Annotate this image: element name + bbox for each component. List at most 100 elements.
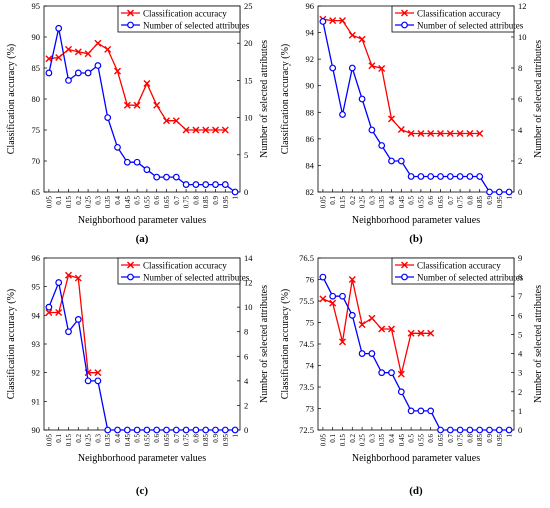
x-tick-label: 0.75 [457,434,465,447]
attributes-series-line [48,280,236,431]
attributes-point [212,426,219,434]
x-tick-label: 0.1 [329,196,337,205]
accuracy-point [358,321,366,329]
attributes-point [495,188,503,196]
accuracy-point [153,101,161,109]
legend: Classification accuracy Number of selecte… [117,257,250,285]
x-tick-label: 0.9 [212,434,220,443]
x-tick-label: 1 [232,434,240,438]
accuracy-point [446,130,454,138]
accuracy-point [368,314,376,322]
left-tick-label: 76.5 [299,253,314,263]
right-tick-label: 5 [518,329,522,339]
x-tick-label: 0.8 [466,434,474,443]
accuracy-point [133,101,141,109]
accuracy-point-stroke [368,314,376,322]
accuracy-series-line [48,42,226,131]
accuracy-point-stroke [358,321,366,329]
accuracy-point-stroke [94,39,102,47]
attributes-point [437,426,444,434]
accuracy-point-stroke [192,126,200,134]
accuracy-point [378,325,386,333]
x-tick-label: 0.25 [85,434,93,447]
left-tick-label: 88 [306,107,315,117]
right-tick-label: 10 [244,113,253,123]
attributes-point [192,181,200,188]
accuracy-point-stroke [388,115,395,123]
attributes-point [94,62,102,69]
left-tick-label: 73.5 [299,382,314,392]
right-tick-label: 15 [244,75,253,85]
x-tick-label: 0.5 [134,434,142,443]
right-tick-label: 4 [244,376,249,386]
attributes-point [339,111,346,118]
right-tick-label: 6 [518,310,522,320]
attributes-point [84,377,92,385]
accuracy-point-stroke [466,130,474,138]
right-axis-title: Number of selected attributes [533,40,544,158]
attributes-point [114,143,121,151]
x-tick-label: 0.45 [124,434,132,447]
accuracy-point [212,126,219,134]
attributes-series-line [322,276,510,431]
left-tick-label: 65 [32,187,41,197]
accuracy-point [192,126,200,134]
left-tick-label: 90 [306,81,315,91]
attributes-point [388,369,395,377]
attributes-point [231,426,239,434]
left-tick-label: 94 [32,310,41,320]
panel-label: (d) [409,485,423,497]
attributes-point [368,126,376,134]
left-axis-title: Classification accuracy (%) [6,44,17,155]
accuracy-point [388,115,395,123]
attributes-point [192,426,200,434]
attributes-point [446,426,454,434]
series-accuracy [45,39,229,134]
attributes-point [55,24,63,32]
accuracy-point [143,80,151,87]
attributes-point [143,426,151,434]
x-tick-label: 1 [506,433,514,437]
accuracy-point-stroke [319,295,327,303]
attributes-point [163,426,170,434]
left-tick-label: 96 [306,1,315,11]
accuracy-point [397,126,405,134]
attributes-point [437,173,444,180]
attributes-point [476,173,484,180]
accuracy-point-stroke [368,62,376,70]
attributes-point [163,173,170,181]
accuracy-point [84,50,92,58]
legend-marker [127,273,134,281]
accuracy-point [104,45,112,53]
x-tick-label: 0.4 [388,196,396,205]
accuracy-point [339,17,346,25]
attributes-point [202,181,210,188]
x-axis-title: Neighborhood parameter values [78,453,206,464]
x-tick-label: 0.65 [437,434,445,447]
accuracy-point [202,126,210,134]
right-tick-label: 4 [518,125,523,135]
attributes-point [407,173,415,180]
accuracy-point [74,48,82,56]
x-tick-label: 0.15 [339,196,347,209]
legend-label: Number of selected attributes [417,21,524,31]
attributes-point [153,173,161,181]
x-tick-label: 0.85 [476,434,484,447]
accuracy-point-stroke [84,50,92,58]
legend-marker [401,9,408,17]
accuracy-point [348,276,356,283]
x-tick-label: 0.55 [143,434,151,447]
legend-marker [401,261,408,269]
accuracy-point-stroke [163,117,170,125]
legend-label: Classification accuracy [417,9,501,19]
series-accuracy [319,15,484,138]
attributes-point [505,188,513,196]
accuracy-point [221,126,229,134]
accuracy-point-stroke [397,370,405,378]
left-tick-label: 92 [306,54,315,64]
attributes-point [495,426,503,434]
attributes-point [417,407,425,415]
accuracy-point-stroke [417,130,425,138]
legend: Classification accuracy Number of selecte… [391,257,524,285]
